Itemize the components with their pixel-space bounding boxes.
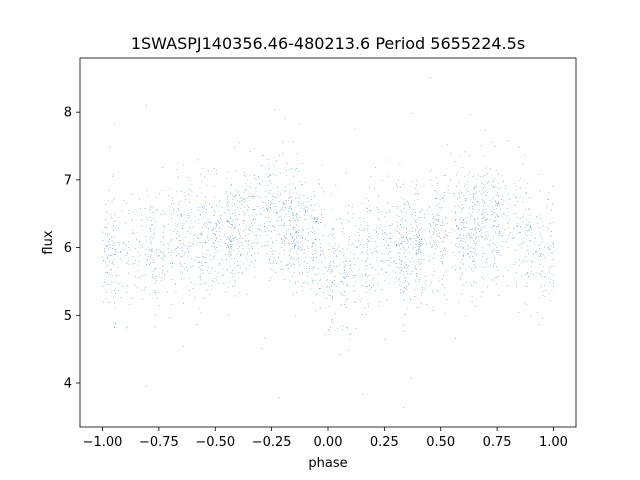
y-tick-label: 8	[64, 106, 72, 121]
y-tick-label: 5	[64, 309, 72, 324]
chart-title: 1SWASPJ140356.46-480213.6 Period 5655224…	[131, 34, 525, 53]
y-tick-label: 6	[64, 241, 72, 256]
data-points	[102, 77, 555, 408]
y-axis-label: flux	[41, 230, 56, 254]
y-tick-label: 7	[64, 173, 72, 188]
x-tick-label: −1.00	[83, 435, 123, 450]
x-axis: −1.00 −0.75 −0.50 −0.25 0.00 0.25 0.50 0.75 1.00	[83, 427, 568, 450]
y-axis: 4 5 6 7 8	[64, 106, 80, 391]
x-tick-label: 0.00	[314, 435, 343, 450]
x-tick-label: 0.75	[483, 435, 512, 450]
x-axis-label: phase	[308, 456, 347, 471]
flux-points	[102, 77, 555, 408]
x-tick-label: 1.00	[539, 435, 568, 450]
x-tick-label: 0.25	[370, 435, 399, 450]
x-tick-label: −0.25	[252, 435, 292, 450]
x-tick-label: −0.75	[139, 435, 179, 450]
x-tick-label: −0.50	[195, 435, 235, 450]
y-tick-label: 4	[64, 376, 72, 391]
x-tick-label: 0.50	[426, 435, 455, 450]
